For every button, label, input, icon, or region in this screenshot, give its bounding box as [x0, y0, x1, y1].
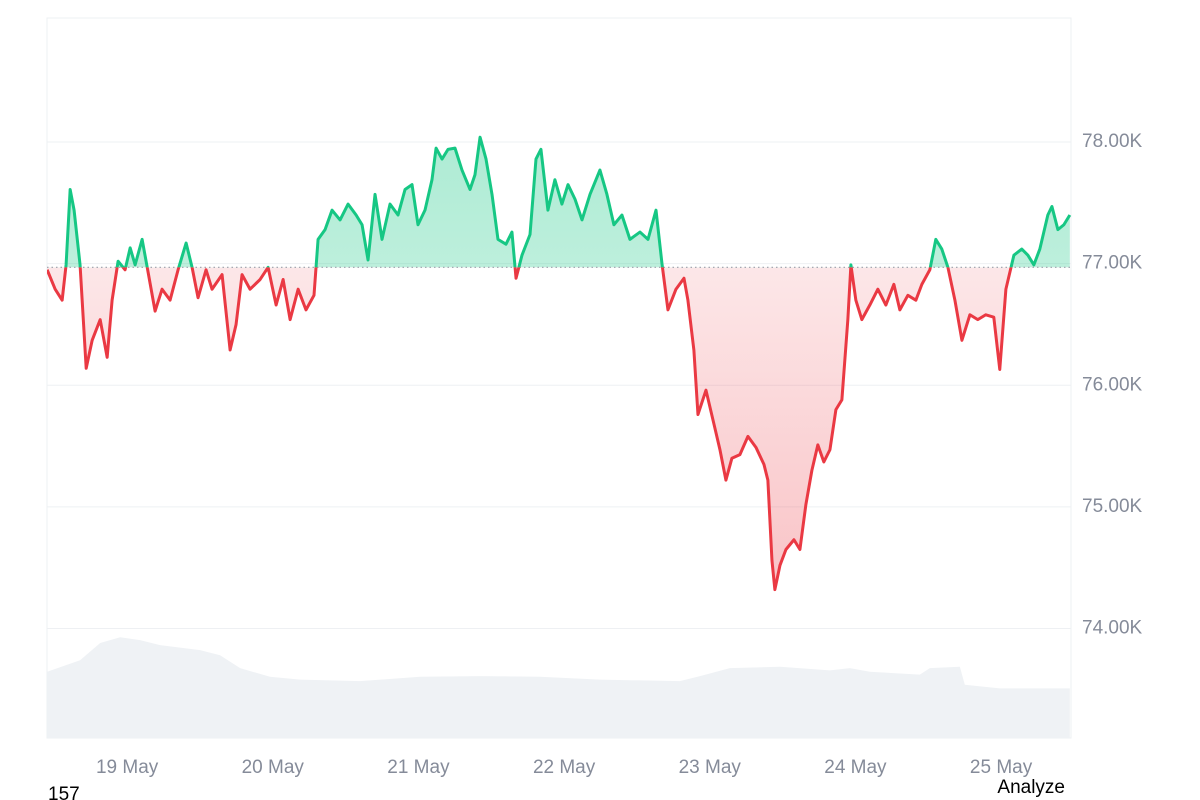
volume-area: [47, 637, 1070, 738]
y-tick-label: 77.00K: [1082, 253, 1143, 274]
y-tick-label: 75.00K: [1082, 496, 1143, 517]
plot-frame: [46, 17, 1072, 739]
x-tick-label: 22 May: [533, 757, 596, 778]
analyze-button[interactable]: Analyze: [997, 777, 1065, 798]
price-line-up: [64, 135, 1072, 268]
footer-number: 157: [48, 784, 80, 800]
x-tick-label: 20 May: [242, 757, 305, 778]
x-tick-label: 21 May: [387, 757, 450, 778]
x-tick-label: 25 May: [970, 757, 1033, 778]
y-tick-label: 78.00K: [1082, 131, 1143, 152]
y-tick-label: 76.00K: [1082, 374, 1143, 395]
area-up: [47, 137, 1070, 268]
x-tick-label: 23 May: [679, 757, 742, 778]
x-tick-label: 24 May: [824, 757, 887, 778]
y-tick-label: 74.00K: [1082, 618, 1143, 639]
price-line-down: [47, 267, 1013, 592]
x-tick-label: 19 May: [96, 757, 159, 778]
